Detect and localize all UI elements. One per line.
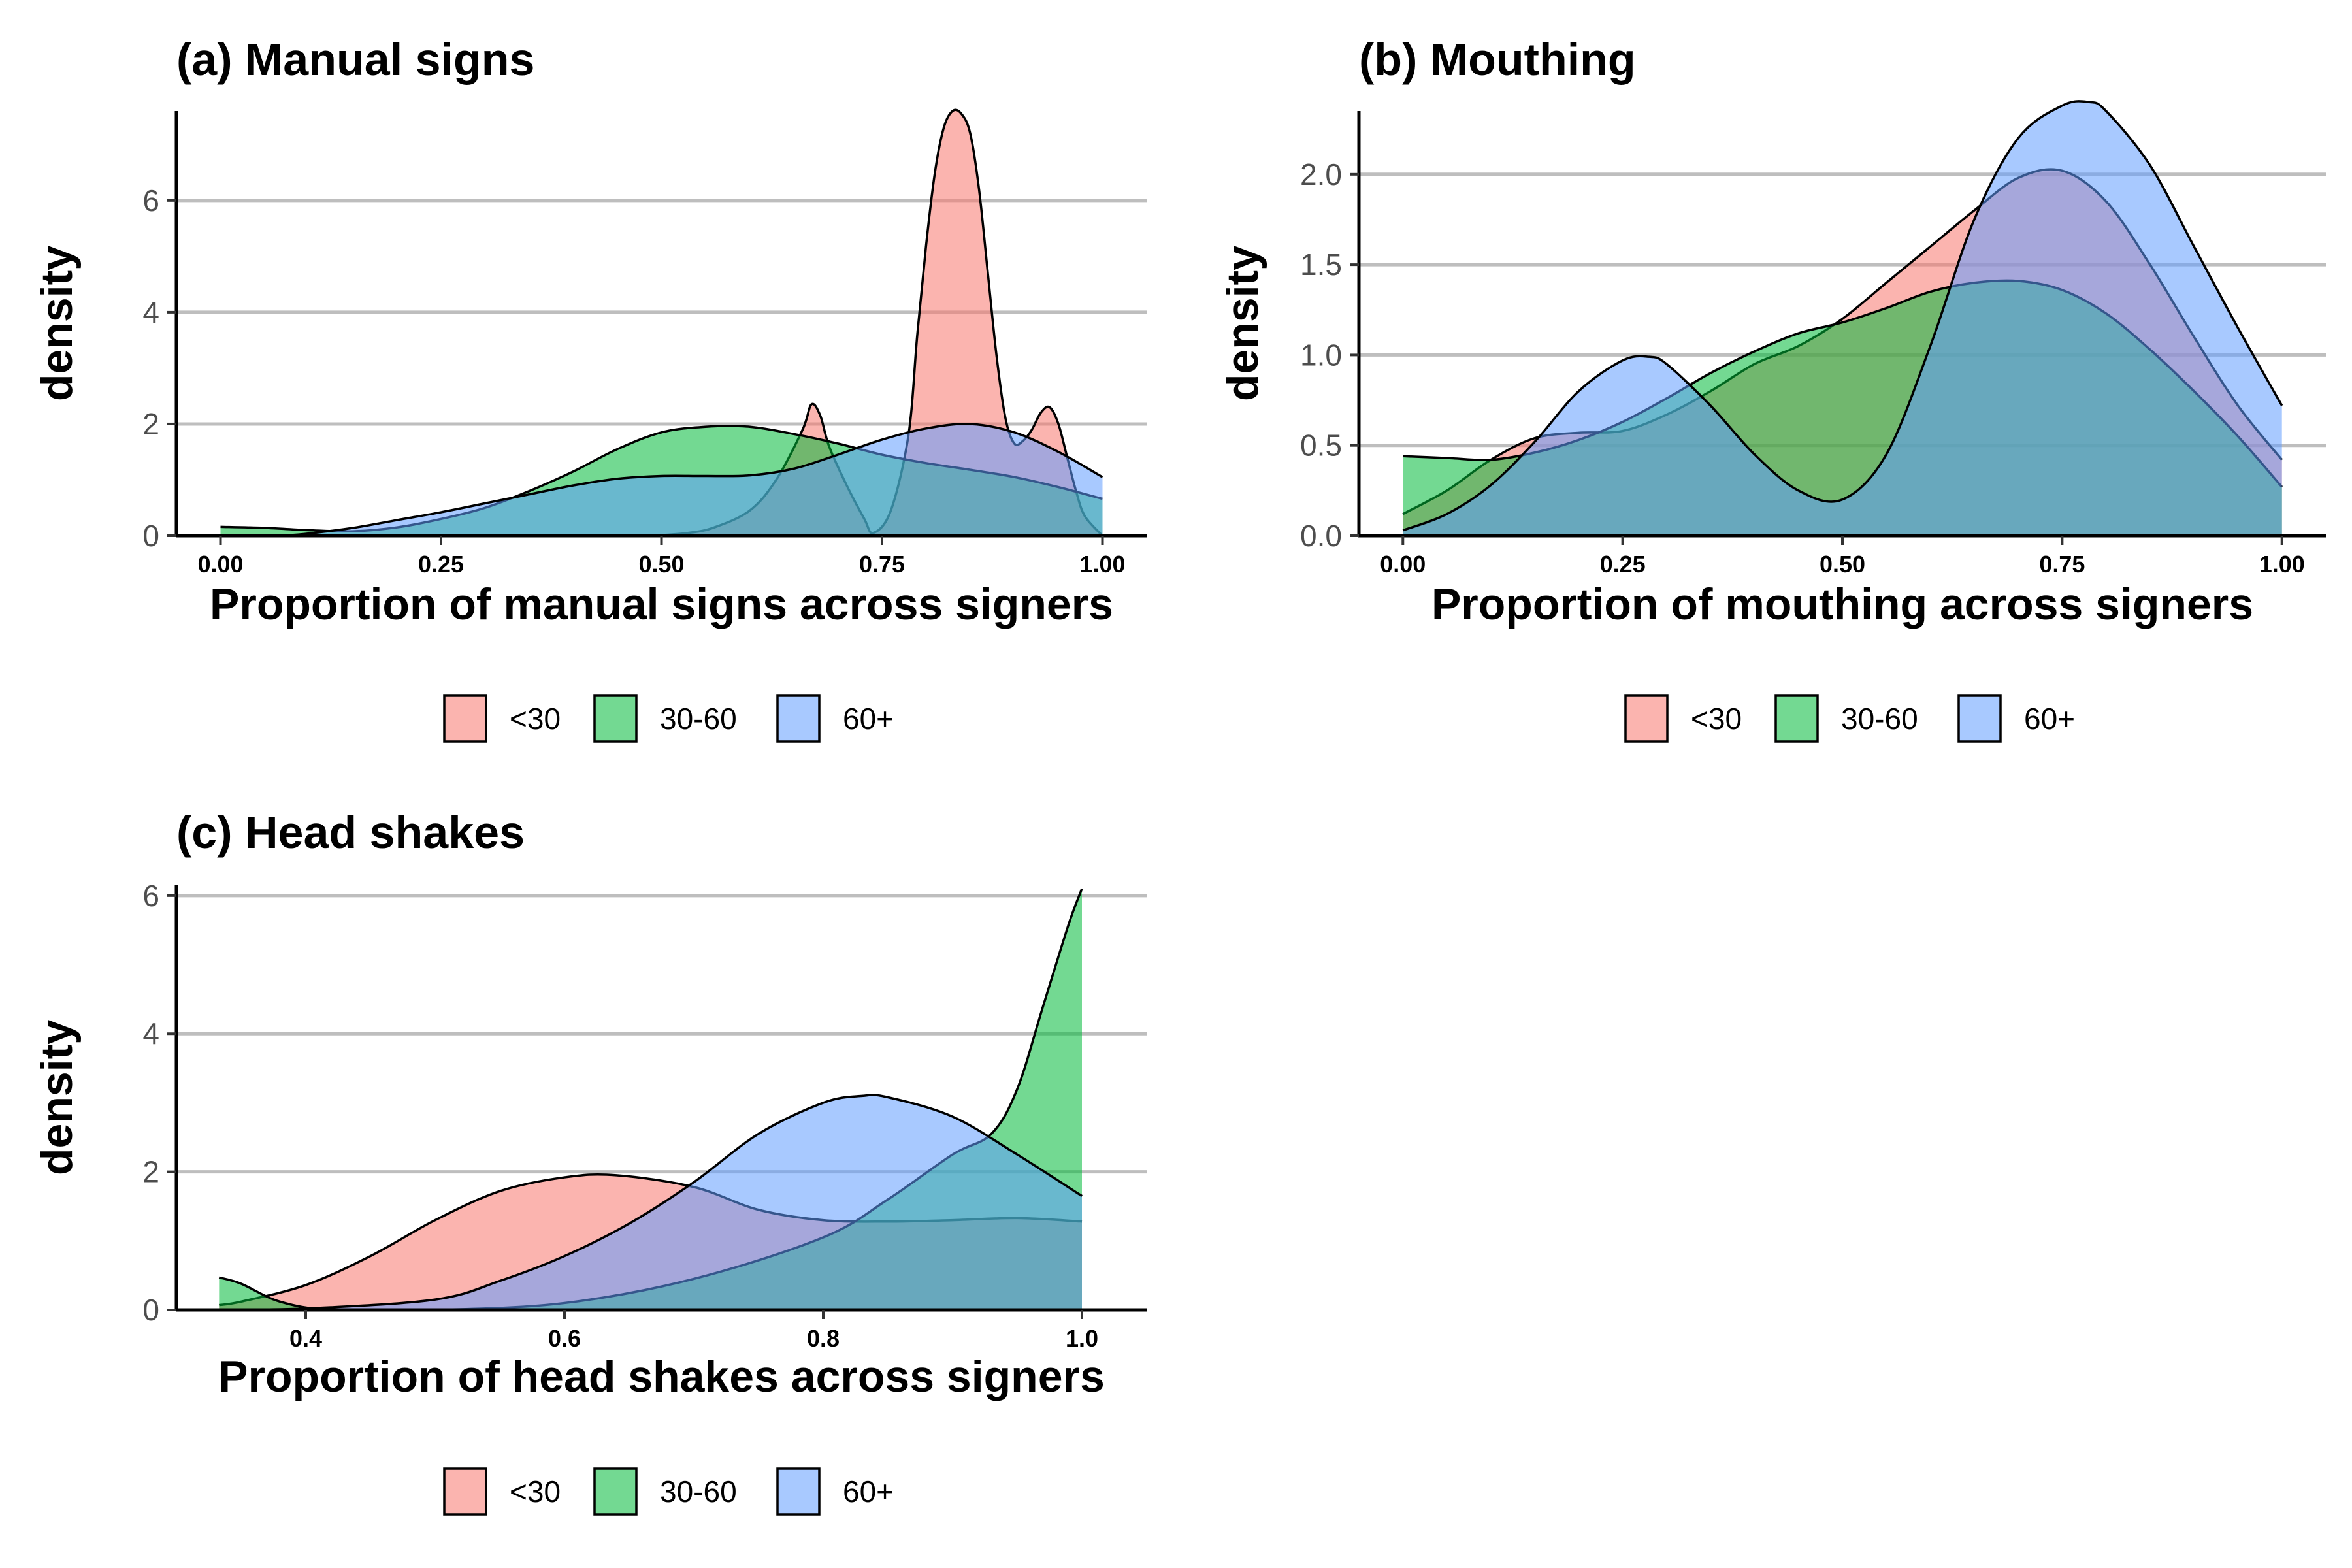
x-tick-label: 0.25 (418, 551, 464, 578)
legend-label-60plus: 60+ (2024, 702, 2075, 736)
panel-mouthing: (b) Mouthing 0.0 0.5 1.0 1.5 2.0 0.00 0.25 0.50 0… (1218, 34, 2326, 743)
y-tick-label: 2.0 (1300, 157, 1342, 191)
legend-label-30-60: 30-60 (660, 1475, 737, 1509)
legend: <30 30-60 60+ (443, 694, 894, 743)
density-line-60plus (282, 423, 1103, 537)
y-tick-label: 2 (142, 1155, 159, 1189)
chart-title: (c) Head shakes (176, 807, 525, 858)
y-tick-label: 6 (142, 184, 159, 218)
legend: <30 30-60 60+ (1624, 694, 2075, 743)
y-tick-label: 6 (142, 879, 159, 913)
chart-title: (a) Manual signs (176, 34, 534, 85)
x-tick-label: 0.8 (807, 1325, 840, 1352)
x-tick-label: 0.75 (2039, 551, 2085, 578)
legend-label-lt30: <30 (510, 702, 561, 736)
legend: <30 30-60 60+ (443, 1467, 894, 1516)
density-line-60plus (219, 1094, 1083, 1311)
x-tick-label: 0.00 (1380, 551, 1426, 578)
legend-label-60plus: 60+ (843, 1475, 894, 1509)
x-axis-label: Proportion of mouthing across signers (1431, 580, 2253, 629)
density-area-60plus (282, 423, 1103, 536)
density-line-60plus (1402, 100, 2283, 532)
density-area-60plus (219, 1094, 1083, 1310)
y-tick-label: 1.5 (1300, 248, 1342, 282)
legend-key-30-60 (1774, 694, 1819, 743)
x-tick-label: 0.6 (548, 1325, 581, 1352)
legend-label-lt30: <30 (510, 1475, 561, 1509)
y-tick-label: 0.5 (1300, 429, 1342, 463)
y-tick-label: 4 (142, 1017, 159, 1051)
y-tick-label: 1.0 (1300, 338, 1342, 372)
y-axis-label: density (32, 1020, 82, 1175)
legend-label-30-60: 30-60 (660, 702, 737, 736)
x-tick-label: 0.75 (859, 551, 905, 578)
y-tick-label: 0 (142, 1293, 159, 1327)
y-tick-label: 0 (142, 519, 159, 553)
panel-manual-signs: (a) Manual signs 0 2 4 6 0.00 0.25 0.50 0.75 1.00… (32, 34, 1147, 743)
x-tick-label: 0.4 (289, 1325, 322, 1352)
legend-key-30-60 (593, 1467, 638, 1516)
x-tick-label: 0.00 (197, 551, 243, 578)
legend-key-lt30 (443, 694, 487, 743)
legend-key-60plus (776, 694, 821, 743)
panel-head-shakes: (c) Head shakes 0 2 4 6 0.4 0.6 0.8 1.0Proportio… (32, 807, 1147, 1516)
legend-label-lt30: <30 (1691, 702, 1742, 736)
x-tick-label: 0.50 (638, 551, 684, 578)
y-tick-label: 0.0 (1300, 519, 1342, 553)
y-tick-label: 2 (142, 407, 159, 441)
y-axis-label: density (1218, 246, 1267, 401)
density-line-lt30 (652, 108, 1103, 537)
x-axis-label: Proportion of manual signs across signer… (210, 580, 1113, 629)
legend-key-60plus (1957, 694, 2002, 743)
legend-key-60plus (776, 1467, 821, 1516)
legend-key-30-60 (593, 694, 638, 743)
chart-title: (b) Mouthing (1359, 34, 1636, 85)
legend-key-lt30 (443, 1467, 487, 1516)
x-tick-label: 0.25 (1600, 551, 1646, 578)
legend-key-lt30 (1624, 694, 1669, 743)
x-axis-label: Proportion of head shakes across signers (218, 1352, 1105, 1401)
y-axis-label: density (32, 246, 82, 401)
x-tick-label: 1.00 (1079, 551, 1125, 578)
x-tick-label: 1.00 (2259, 551, 2305, 578)
x-tick-label: 1.0 (1066, 1325, 1098, 1352)
legend-label-30-60: 30-60 (1841, 702, 1918, 736)
legend-label-60plus: 60+ (843, 702, 894, 736)
density-area-60plus (1403, 101, 2282, 536)
y-tick-label: 4 (142, 295, 159, 329)
x-tick-label: 0.50 (1820, 551, 1865, 578)
